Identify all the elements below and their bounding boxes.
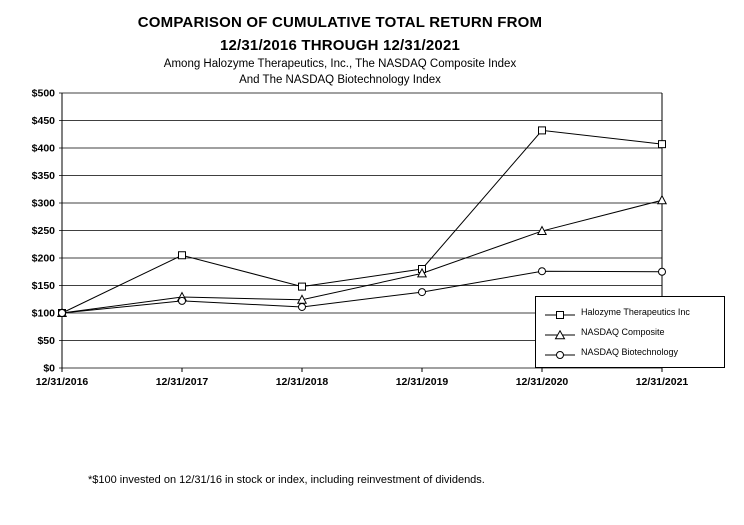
series-line-triangle	[61, 199, 663, 314]
series-line-circle	[61, 270, 663, 314]
x-axis-tick-label: 12/31/2020	[516, 376, 569, 388]
chart-title-line2: 12/31/2016 THROUGH 12/31/2021	[219, 36, 461, 54]
y-axis-tick-label: $300	[32, 198, 56, 210]
y-axis-tick-label: $100	[32, 308, 56, 320]
circle-marker-icon	[545, 347, 575, 359]
y-axis-tick-label: $50	[37, 335, 55, 347]
legend-entry-nasdaq-biotech: NASDAQ Biotechnology	[545, 346, 720, 359]
legend-entry-nasdaq-composite: NASDAQ Composite	[545, 326, 720, 340]
legend-label-halozyme: Halozyme Therapeutics Inc	[581, 306, 690, 317]
y-axis-tick-label: $0	[43, 363, 55, 375]
circle-marker-icon	[58, 309, 66, 317]
square-marker-icon	[658, 140, 666, 149]
square-marker-icon	[545, 307, 575, 319]
triangle-marker-icon	[536, 225, 548, 236]
square-marker-icon	[298, 282, 306, 291]
chart-title-block: COMPARISON OF CUMULATIVE TOTAL RETURN FR…	[0, 12, 680, 88]
y-axis-tick-label: $500	[32, 88, 56, 100]
circle-marker-icon	[178, 296, 186, 305]
chart-footnote: *$100 invested on 12/31/16 in stock or i…	[88, 474, 485, 486]
triangle-marker-icon	[656, 194, 668, 205]
y-axis-tick-label: $200	[32, 253, 56, 265]
chart-legend: Halozyme Therapeutics Inc NASDAQ Composi…	[535, 296, 725, 368]
series-line-square	[61, 129, 663, 314]
chart-title-line1: COMPARISON OF CUMULATIVE TOTAL RETURN FR…	[137, 14, 543, 31]
circle-marker-icon	[658, 267, 666, 276]
triangle-marker-icon	[416, 267, 428, 278]
chart-subtitle-line1: Among Halozyme Therapeutics, Inc., The N…	[163, 58, 517, 70]
circle-marker-icon	[538, 267, 546, 276]
square-marker-icon	[538, 126, 546, 135]
legend-label-nasdaq-biotech: NASDAQ Biotechnology	[581, 346, 679, 357]
square-marker-icon	[178, 251, 186, 260]
y-axis-tick-label: $250	[32, 225, 56, 237]
x-axis-tick-label: 12/31/2018	[276, 376, 329, 388]
triangle-marker-icon	[545, 327, 575, 340]
x-axis-tick-label: 12/31/2016	[36, 376, 89, 388]
x-axis-tick-label: 12/31/2019	[396, 376, 449, 388]
y-axis-tick-label: $350	[32, 170, 56, 182]
y-axis-tick-label: $400	[32, 143, 56, 155]
x-axis-tick-label: 12/31/2017	[156, 376, 209, 388]
x-axis-tick-label: 12/31/2021	[636, 376, 689, 388]
legend-entry-halozyme: Halozyme Therapeutics Inc	[545, 306, 720, 319]
chart-subtitle-line2: And The NASDAQ Biotechnology Index	[239, 73, 441, 86]
legend-label-nasdaq-composite: NASDAQ Composite	[581, 326, 665, 337]
circle-marker-icon	[418, 288, 426, 297]
circle-marker-icon	[298, 302, 306, 311]
y-axis-tick-label: $450	[32, 115, 56, 127]
y-axis-tick-label: $150	[32, 280, 56, 292]
